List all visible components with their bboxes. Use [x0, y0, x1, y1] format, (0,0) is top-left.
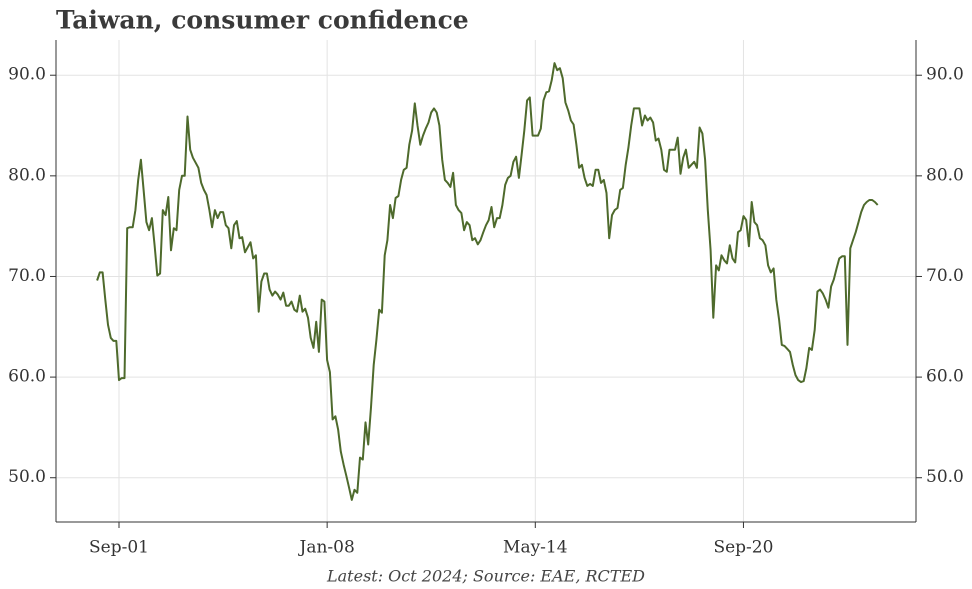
- x-tick-label: Sep-20: [713, 538, 773, 558]
- y2-tick-label: 90.0: [926, 65, 964, 85]
- y-tick-label: 90.0: [8, 65, 46, 85]
- y2-tick-label: 70.0: [926, 266, 964, 286]
- y-tick-label: 60.0: [8, 367, 46, 387]
- x-tick-label: Sep-01: [89, 538, 149, 558]
- x-tick-label: Jan-08: [298, 538, 355, 558]
- x-tick-label: May-14: [503, 538, 568, 558]
- y2-tick-label: 60.0: [926, 367, 964, 387]
- chart-title: Taiwan, consumer confidence: [56, 6, 469, 35]
- data-line: [96, 62, 879, 501]
- y-tick-label: 50.0: [8, 467, 46, 487]
- y-tick-label: 70.0: [8, 266, 46, 286]
- y-tick-label: 80.0: [8, 165, 46, 185]
- y2-tick-label: 50.0: [926, 467, 964, 487]
- y2-tick-label: 80.0: [926, 165, 964, 185]
- caption: Latest: Oct 2024; Source: EAE, RCTED: [326, 567, 645, 586]
